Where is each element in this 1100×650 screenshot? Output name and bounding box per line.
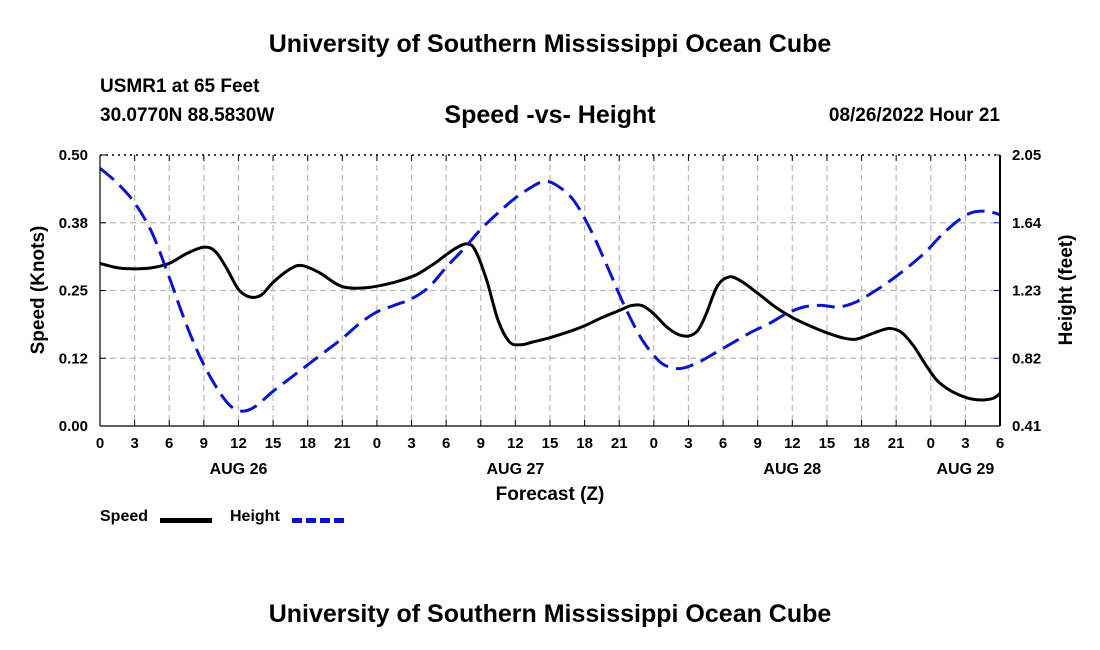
page-title: University of Southern Mississippi Ocean… (268, 30, 832, 58)
x-tick-label: 6 (165, 435, 173, 452)
series-height-line (100, 167, 1000, 413)
tick-labels: 0 3 6 9 12 15 18 21 0 3 6 9 12 15 18 21 0 3 6 9 12 15 18 21 0 3 6A… (59, 147, 1042, 478)
coordinates-label: 30.0770N 88.5830W (100, 105, 275, 126)
x-tick-label: 15 (819, 435, 836, 452)
date-label: AUG 26 (210, 461, 268, 478)
x-tick-label: 21 (611, 435, 628, 452)
x-tick-label: 12 (784, 435, 801, 452)
x-tick-label: 3 (684, 435, 692, 452)
y-left-tick-label: 0.25 (59, 283, 88, 300)
x-tick-label: 0 (650, 435, 658, 452)
y-right-tick-label: 0.41 (1012, 418, 1041, 435)
station-label: USMR1 at 65 Feet (100, 76, 260, 97)
y-left-tick-label: 0.00 (59, 418, 88, 435)
y-right-tick-label: 0.82 (1012, 350, 1041, 367)
x-tick-label: 6 (442, 435, 450, 452)
x-tick-label: 9 (477, 435, 485, 452)
x-tick-label: 15 (542, 435, 559, 452)
y-left-tick-label: 0.50 (59, 147, 88, 164)
grid (100, 155, 1000, 426)
x-tick-label: 12 (507, 435, 524, 452)
x-axis-label: Forecast (Z) (496, 484, 605, 505)
y-axis-right-label: Height (feet) (1056, 235, 1077, 346)
x-tick-label: 12 (230, 435, 247, 452)
x-tick-label: 15 (265, 435, 282, 452)
x-tick-label: 6 (996, 435, 1004, 452)
x-tick-label: 3 (130, 435, 138, 452)
x-tick-label: 0 (373, 435, 381, 452)
x-tick-label: 18 (299, 435, 316, 452)
x-tick-label: 3 (407, 435, 415, 452)
series-layer (100, 167, 1000, 413)
y-left-tick-label: 0.12 (59, 350, 88, 367)
series-speed-line (100, 242, 1000, 402)
y-right-tick-label: 1.64 (1012, 215, 1042, 232)
chart-title: Speed -vs- Height (444, 101, 656, 129)
legend-speed-label: Speed (100, 508, 149, 525)
plot-frame (99, 154, 1001, 427)
y-right-tick-label: 1.23 (1012, 283, 1041, 300)
legend-height-swatch (292, 518, 344, 523)
y-right-tick-label: 2.05 (1012, 147, 1041, 164)
legend-height-label: Height (230, 508, 280, 525)
date-label: AUG 27 (486, 461, 544, 478)
x-tick-label: 0 (96, 435, 104, 452)
x-tick-label: 18 (853, 435, 870, 452)
x-tick-label: 6 (719, 435, 727, 452)
date-label: AUG 29 (936, 461, 994, 478)
date-label: AUG 28 (763, 461, 821, 478)
x-tick-label: 0 (927, 435, 935, 452)
x-tick-label: 9 (754, 435, 762, 452)
x-tick-label: 3 (961, 435, 969, 452)
x-tick-label: 9 (200, 435, 208, 452)
x-tick-label: 21 (334, 435, 351, 452)
x-tick-label: 21 (888, 435, 905, 452)
legend-speed-swatch (160, 518, 212, 523)
datetime-label: 08/26/2022 Hour 21 (828, 105, 1000, 126)
y-axis-left-label: Speed (Knots) (28, 226, 49, 355)
footer-title: University of Southern Mississippi Ocean… (268, 600, 832, 628)
x-tick-label: 18 (576, 435, 593, 452)
y-left-tick-label: 0.38 (59, 215, 88, 232)
